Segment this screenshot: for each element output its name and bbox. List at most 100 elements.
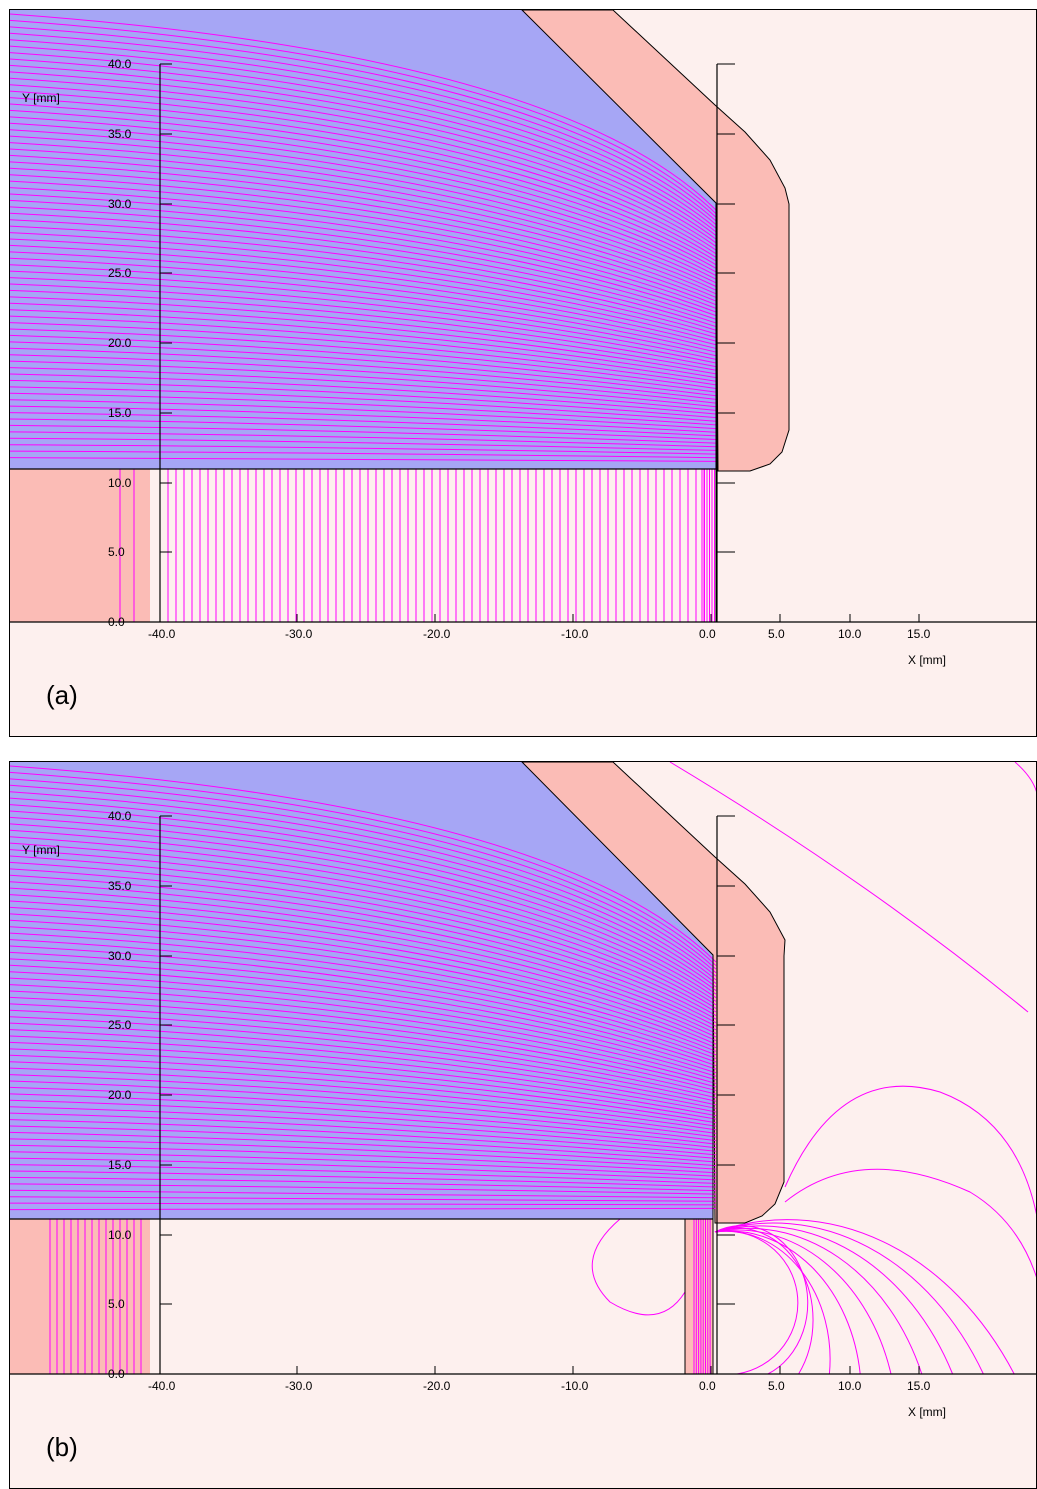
field-line xyxy=(10,399,717,430)
field-line xyxy=(10,103,717,262)
field-line xyxy=(10,354,717,404)
y-tick-label: 0.0 xyxy=(108,615,125,629)
field-line xyxy=(10,1176,717,1192)
field-line xyxy=(10,199,717,317)
x-tick-label: -20.0 xyxy=(423,627,451,641)
gap-region xyxy=(150,469,716,622)
field-line xyxy=(10,1119,717,1159)
field-line xyxy=(10,1164,717,1184)
field-line xyxy=(10,1144,717,1174)
upper-electrode xyxy=(521,762,786,1224)
field-line xyxy=(714,1230,799,1375)
field-line xyxy=(10,219,717,328)
field-line xyxy=(10,1041,717,1117)
field-line xyxy=(10,135,717,280)
field-line xyxy=(10,1131,717,1167)
field-line xyxy=(10,52,717,233)
field-line xyxy=(10,64,717,240)
field-line xyxy=(10,1048,717,1120)
field-line xyxy=(10,1009,717,1099)
field-line xyxy=(10,289,717,368)
field-line xyxy=(10,765,717,963)
field-line xyxy=(10,174,717,302)
field-line xyxy=(10,129,717,277)
field-line xyxy=(10,328,717,389)
field-line xyxy=(10,277,717,360)
field-line xyxy=(10,450,717,459)
field-line xyxy=(10,71,717,244)
field-line xyxy=(10,322,717,386)
field-line xyxy=(10,906,717,1042)
field-line xyxy=(10,977,717,1081)
lower-electrode xyxy=(10,469,150,622)
field-line xyxy=(10,206,717,320)
y-axis-label: Y [mm] xyxy=(22,91,60,105)
y-tick-label: 10.0 xyxy=(108,476,132,490)
y-tick-label: 5.0 xyxy=(108,545,125,559)
x-tick-label: 0.0 xyxy=(699,1379,716,1393)
x-tick-label: -40.0 xyxy=(148,627,176,641)
field-line xyxy=(10,90,717,255)
y-tick-label: 20.0 xyxy=(108,336,132,350)
field-line xyxy=(10,373,717,415)
field-line xyxy=(10,193,717,313)
field-plot-a: 0.0 5.0 10.0 15.0 20.0 25.0 30.0 35.0 40.0 -40.0 -… xyxy=(10,10,1036,736)
field-line xyxy=(669,762,1029,1013)
field-line xyxy=(10,1086,717,1142)
field-line xyxy=(10,418,717,440)
y-tick-label: 10.0 xyxy=(108,1228,132,1242)
field-line xyxy=(10,122,717,273)
field-line xyxy=(10,1074,717,1134)
field-line xyxy=(10,1022,717,1106)
field-line xyxy=(10,225,717,331)
field-line xyxy=(10,1029,717,1109)
field-line xyxy=(10,180,717,306)
field-line xyxy=(10,1112,717,1156)
field-line xyxy=(10,784,717,974)
field-line xyxy=(10,244,717,342)
field-plot-b: 0.0 5.0 10.0 15.0 20.0 25.0 30.0 35.0 40.0 -40.0 -… xyxy=(10,762,1036,1488)
field-line xyxy=(10,810,717,988)
field-line xyxy=(10,154,717,291)
y-axis-label: Y [mm] xyxy=(22,843,60,857)
field-line xyxy=(10,264,717,353)
field-line xyxy=(10,836,717,1002)
field-line xyxy=(10,386,717,422)
field-line xyxy=(10,1106,717,1152)
x-tick-label: -10.0 xyxy=(561,627,589,641)
x-axis-label: X [mm] xyxy=(908,1405,946,1419)
field-line xyxy=(784,1085,1036,1215)
field-line xyxy=(10,1099,717,1149)
field-line xyxy=(10,19,717,215)
field-line xyxy=(10,996,717,1092)
field-line xyxy=(10,251,717,346)
field-line xyxy=(10,1003,717,1095)
field-line xyxy=(10,392,717,426)
field-line xyxy=(714,1219,1015,1375)
panel-a: 0.0 5.0 10.0 15.0 20.0 25.0 30.0 35.0 40.0 -40.0 -… xyxy=(9,9,1037,737)
axes: 0.0 5.0 10.0 15.0 20.0 25.0 30.0 35.0 40.0 -40.0 -… xyxy=(108,57,931,641)
field-line xyxy=(10,1196,717,1202)
field-line xyxy=(10,187,717,309)
field-line xyxy=(10,816,717,991)
field-line xyxy=(10,861,717,1017)
x-tick-label: -40.0 xyxy=(148,1379,176,1393)
field-line xyxy=(10,257,717,349)
field-line xyxy=(10,919,717,1049)
field-line xyxy=(10,58,717,236)
field-line xyxy=(10,26,717,218)
y-tick-label: 15.0 xyxy=(108,406,132,420)
field-line xyxy=(10,1093,717,1145)
field-line xyxy=(10,167,717,298)
field-line xyxy=(10,1061,717,1127)
field-line xyxy=(10,148,717,287)
field-line xyxy=(10,379,717,419)
field-line xyxy=(10,1151,717,1177)
field-line xyxy=(10,1054,717,1124)
field-line xyxy=(10,341,717,397)
y-tick-label: 40.0 xyxy=(108,57,132,71)
field-line xyxy=(10,932,717,1056)
y-tick-label: 15.0 xyxy=(108,1158,132,1172)
field-line xyxy=(10,926,717,1052)
y-tick-label: 30.0 xyxy=(108,949,132,963)
